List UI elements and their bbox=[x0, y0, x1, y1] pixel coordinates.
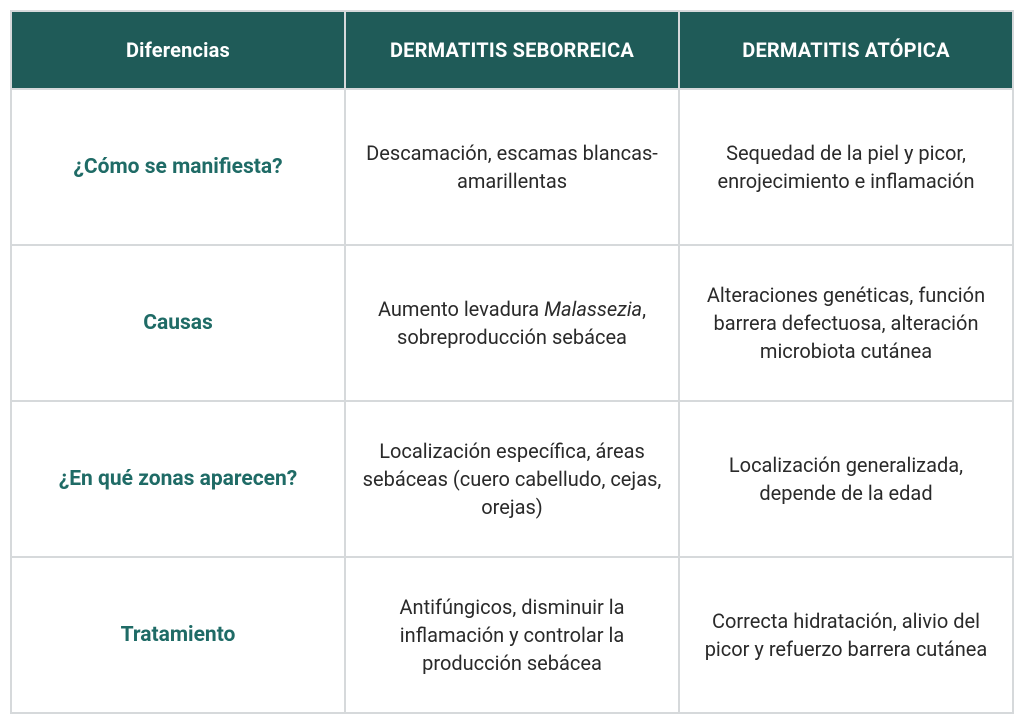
table-row: ¿En qué zonas aparecen? Localización esp… bbox=[11, 401, 1013, 557]
col-head-diferencias: Diferencias bbox=[11, 11, 345, 89]
row-head-manifiesta: ¿Cómo se manifiesta? bbox=[11, 89, 345, 245]
table-header-row: Diferencias DERMATITIS SEBORREICA DERMAT… bbox=[11, 11, 1013, 89]
col-head-seborreica: DERMATITIS SEBORREICA bbox=[345, 11, 679, 89]
cell-manifiesta-seborreica: Descamación, escamas blancas-amarillenta… bbox=[345, 89, 679, 245]
row-head-tratamiento: Tratamiento bbox=[11, 557, 345, 713]
table-row: ¿Cómo se manifiesta? Descamación, escama… bbox=[11, 89, 1013, 245]
cell-causas-atopica: Alteraciones genéticas, función barrera … bbox=[679, 245, 1013, 401]
col-head-atopica: DERMATITIS ATÓPICA bbox=[679, 11, 1013, 89]
table-row: Causas Aumento levadura Malassezia, sobr… bbox=[11, 245, 1013, 401]
cell-manifiesta-atopica: Sequedad de la piel y picor, enrojecimie… bbox=[679, 89, 1013, 245]
comparison-table-container: Diferencias DERMATITIS SEBORREICA DERMAT… bbox=[10, 10, 1014, 714]
cell-causas-seborreica: Aumento levadura Malassezia, sobreproduc… bbox=[345, 245, 679, 401]
row-head-causas: Causas bbox=[11, 245, 345, 401]
cell-tratamiento-seborreica: Antifúngicos, disminuir la inflamación y… bbox=[345, 557, 679, 713]
comparison-table: Diferencias DERMATITIS SEBORREICA DERMAT… bbox=[10, 10, 1014, 714]
cell-zonas-seborreica: Localización específica, áreas sebáceas … bbox=[345, 401, 679, 557]
cell-zonas-atopica: Localización generalizada, depende de la… bbox=[679, 401, 1013, 557]
row-head-zonas: ¿En qué zonas aparecen? bbox=[11, 401, 345, 557]
causas-seborreica-text-pre: Aumento levadura bbox=[378, 297, 544, 321]
causas-seborreica-italic: Malassezia bbox=[544, 297, 642, 321]
table-row: Tratamiento Antifúngicos, disminuir la i… bbox=[11, 557, 1013, 713]
cell-tratamiento-atopica: Correcta hidratación, alivio del picor y… bbox=[679, 557, 1013, 713]
